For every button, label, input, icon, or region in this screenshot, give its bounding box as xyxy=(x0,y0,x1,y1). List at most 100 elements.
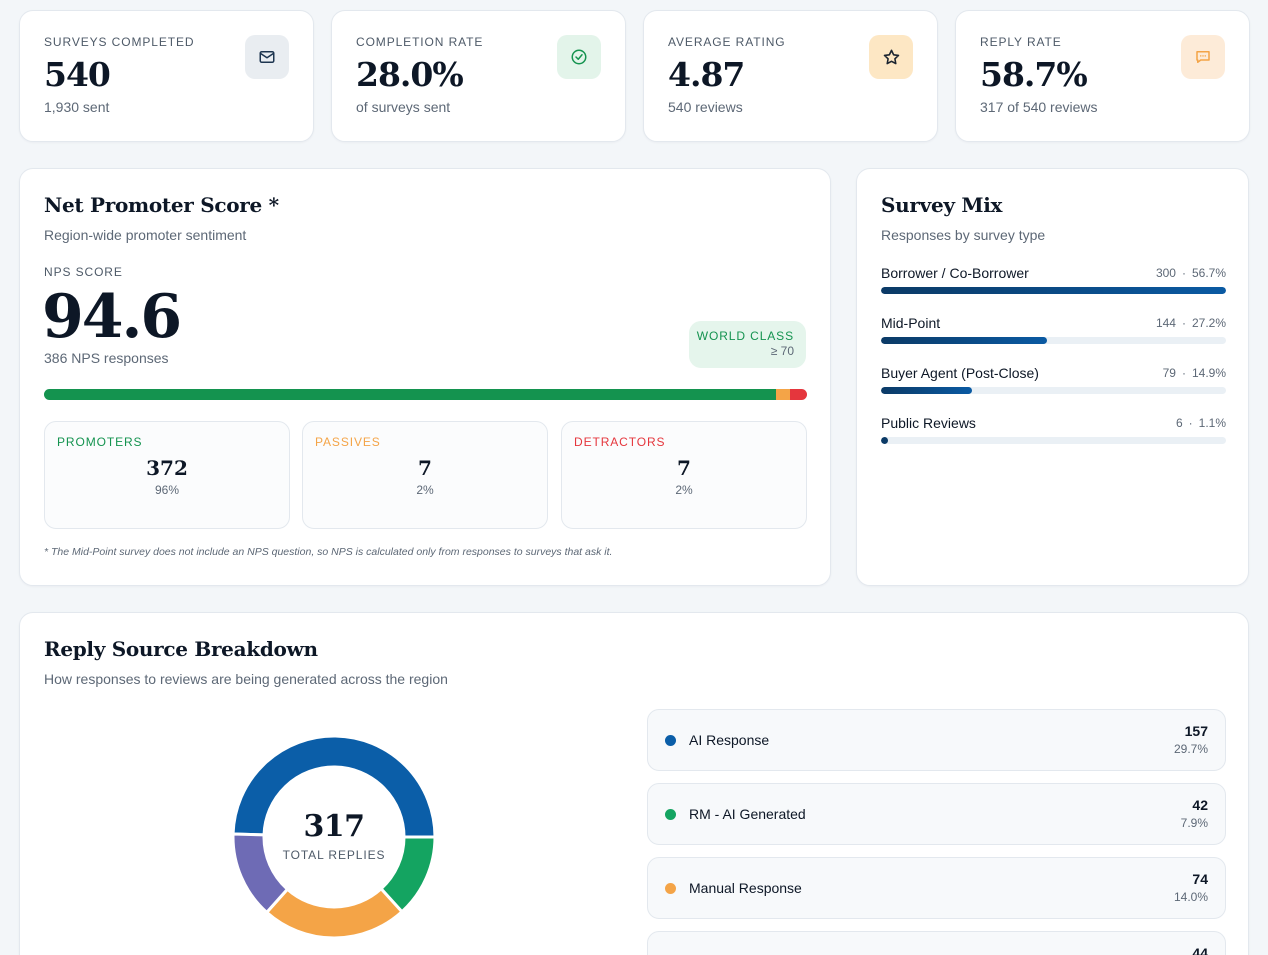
badge-label: WORLD CLASS xyxy=(696,329,794,343)
survey-type-bar xyxy=(881,387,1226,394)
nps-footnote: * The Mid-Point survey does not include … xyxy=(44,546,613,558)
detractors-segment xyxy=(790,389,807,400)
promoters-segment xyxy=(44,389,777,400)
section-title: Net Promoter Score * xyxy=(44,193,279,217)
reply-source-label: AI Response xyxy=(689,732,770,748)
nps-score-label: NPS SCORE xyxy=(44,265,123,279)
reply-source-value: 44 xyxy=(1192,945,1208,955)
kpi-card-reply-rate: REPLY RATE 58.7% 317 of 540 reviews xyxy=(955,10,1250,142)
reply-source-label: Manual Response xyxy=(689,880,802,896)
mail-icon xyxy=(245,35,289,79)
separator-dot: · xyxy=(1188,416,1193,430)
reply-source-donut-chart: 317 TOTAL REPLIES xyxy=(231,734,437,940)
nps-card: Net Promoter Score * Region-wide promote… xyxy=(19,168,831,586)
nps-score-value: 94.6 xyxy=(42,282,182,352)
survey-type-pct: 27.2% xyxy=(1191,316,1226,330)
world-class-badge: WORLD CLASS ≥ 70 xyxy=(689,321,806,368)
kpi-value: 540 xyxy=(44,55,111,94)
section-subtitle: Responses by survey type xyxy=(881,227,1046,243)
passives-value: 7 xyxy=(418,456,432,480)
kpi-label: COMPLETION RATE xyxy=(356,35,484,49)
legend-dot xyxy=(665,735,676,746)
survey-type-bar xyxy=(881,287,1226,294)
kpi-value: 4.87 xyxy=(668,55,745,94)
kpi-value: 28.0% xyxy=(356,55,464,94)
passives-pct: 2% xyxy=(416,483,434,497)
survey-type-bar xyxy=(881,437,1226,444)
survey-type-pct: 1.1% xyxy=(1198,416,1226,430)
survey-type-bar-fill xyxy=(881,387,972,394)
survey-mix-row: Mid-Point 144 · 27.2% xyxy=(881,315,1226,344)
reply-source-pct: 29.7% xyxy=(1173,742,1208,756)
survey-type-stats: 79 · 14.9% xyxy=(1163,366,1226,380)
section-title: Survey Mix xyxy=(881,193,1003,217)
survey-type-label: Buyer Agent (Post-Close) xyxy=(881,365,1039,381)
kpi-sub: 540 reviews xyxy=(668,99,743,115)
promoters-value: 372 xyxy=(146,456,188,480)
kpi-label: SURVEYS COMPLETED xyxy=(44,35,195,49)
reply-source-value: 42 xyxy=(1192,797,1208,813)
survey-type-stats: 144 · 27.2% xyxy=(1156,316,1226,330)
reply-source-row: RM - AI Generated 42 7.9% xyxy=(647,783,1226,845)
total-replies-label: TOTAL REPLIES xyxy=(282,848,386,862)
kpi-sub: of surveys sent xyxy=(356,99,451,115)
survey-type-count: 300 xyxy=(1155,266,1176,280)
donut-center: 317 TOTAL REPLIES xyxy=(232,809,436,862)
survey-type-count: 6 xyxy=(1175,416,1183,430)
total-replies-value: 317 xyxy=(303,809,365,844)
kpi-label: REPLY RATE xyxy=(980,35,1062,49)
badge-threshold: ≥ 70 xyxy=(770,344,794,358)
survey-mix-row: Borrower / Co-Borrower 300 · 56.7% xyxy=(881,265,1226,294)
survey-type-label: Public Reviews xyxy=(881,415,976,431)
legend-dot xyxy=(665,809,676,820)
kpi-card-completion-rate: COMPLETION RATE 28.0% of surveys sent xyxy=(331,10,626,142)
star-icon xyxy=(869,35,913,79)
reply-source-row: Manual Response 74 14.0% xyxy=(647,857,1226,919)
survey-type-label: Mid-Point xyxy=(881,315,941,331)
detractors-pct: 2% xyxy=(675,483,693,497)
reply-source-value: 74 xyxy=(1192,871,1208,887)
donut-slice xyxy=(264,886,405,940)
survey-mix-row: Buyer Agent (Post-Close) 79 · 14.9% xyxy=(881,365,1226,394)
promoters-box: PROMOTERS 372 96% xyxy=(44,421,290,529)
nps-distribution-bar xyxy=(44,389,807,400)
kpi-card-average-rating: AVERAGE RATING 4.87 540 reviews xyxy=(643,10,938,142)
separator-dot: · xyxy=(1181,366,1186,380)
section-title: Reply Source Breakdown xyxy=(44,637,318,661)
survey-type-count: 79 xyxy=(1162,366,1176,380)
survey-type-label: Borrower / Co-Borrower xyxy=(881,265,1029,281)
passives-label: PASSIVES xyxy=(315,435,381,449)
reply-source-row: 44 xyxy=(647,931,1226,955)
survey-type-bar-fill xyxy=(881,287,1226,294)
survey-mix-card: Survey Mix Responses by survey type Borr… xyxy=(856,168,1249,586)
survey-type-bar xyxy=(881,337,1226,344)
detractors-value: 7 xyxy=(677,456,691,480)
nps-responses: 386 NPS responses xyxy=(44,350,169,366)
reply-source-label: RM - AI Generated xyxy=(689,806,806,822)
reply-source-row: AI Response 157 29.7% xyxy=(647,709,1226,771)
reply-source-card: Reply Source Breakdown How responses to … xyxy=(19,612,1249,955)
separator-dot: · xyxy=(1181,266,1186,280)
promoters-label: PROMOTERS xyxy=(57,435,143,449)
chat-icon xyxy=(1181,35,1225,79)
section-subtitle: Region-wide promoter sentiment xyxy=(44,227,247,243)
survey-type-stats: 6 · 1.1% xyxy=(1176,416,1226,430)
survey-type-bar-fill xyxy=(881,337,1047,344)
kpi-card-surveys-completed: SURVEYS COMPLETED 540 1,930 sent xyxy=(19,10,314,142)
check-circle-icon xyxy=(557,35,601,79)
detractors-label: DETRACTORS xyxy=(574,435,666,449)
kpi-sub: 317 of 540 reviews xyxy=(980,99,1098,115)
kpi-label: AVERAGE RATING xyxy=(668,35,786,49)
passives-segment xyxy=(776,389,791,400)
survey-type-bar-fill xyxy=(881,437,888,444)
survey-type-pct: 56.7% xyxy=(1191,266,1226,280)
reply-source-pct: 14.0% xyxy=(1173,890,1208,904)
reply-source-value: 157 xyxy=(1184,723,1208,739)
survey-type-pct: 14.9% xyxy=(1191,366,1226,380)
separator-dot: · xyxy=(1181,316,1186,330)
kpi-sub: 1,930 sent xyxy=(44,99,110,115)
legend-dot xyxy=(665,883,676,894)
detractors-box: DETRACTORS 7 2% xyxy=(561,421,807,529)
donut-slice xyxy=(231,832,290,915)
survey-type-count: 144 xyxy=(1155,316,1176,330)
